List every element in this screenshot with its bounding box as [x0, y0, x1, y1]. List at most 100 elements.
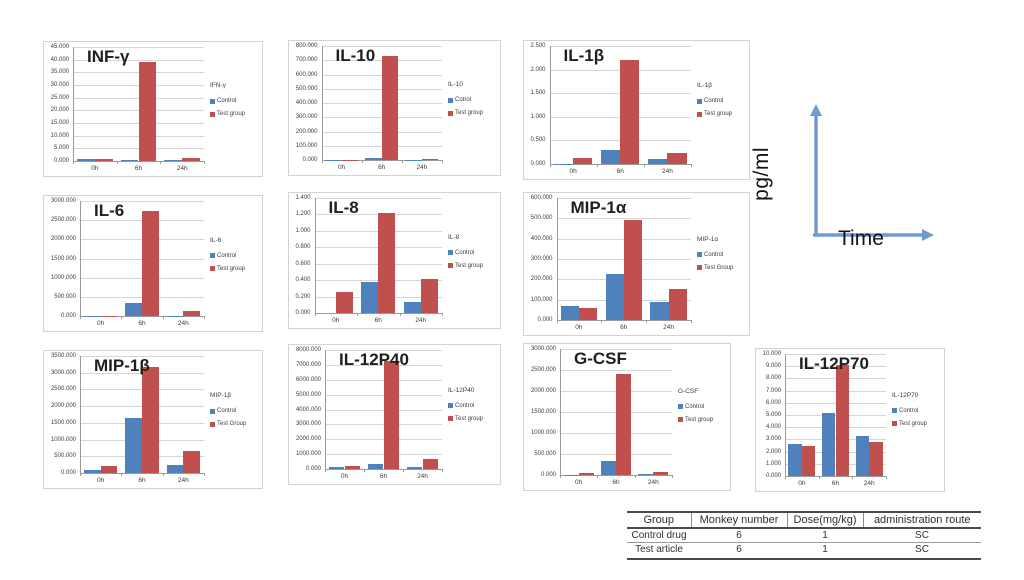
y-tick-label: 25.000 — [50, 94, 69, 101]
table-header-cell: Dose(mg/kg) — [786, 511, 863, 529]
y-axis-line — [549, 46, 551, 164]
bar-test-group — [653, 472, 669, 475]
y-tick-label: 3000.000 — [295, 421, 321, 428]
legend-item-test-group: Test group — [448, 263, 498, 269]
x-tick-mark — [596, 164, 598, 167]
bar-control — [855, 435, 870, 476]
axis-diagram-y-label: pg/ml — [750, 147, 773, 201]
table-cell: 6 — [736, 544, 742, 555]
bar-test-group — [620, 60, 640, 164]
bar-control — [77, 158, 95, 161]
legend-title: G-CSF — [678, 387, 699, 395]
x-tick-mark — [643, 164, 645, 167]
y-tick-label: 100.000 — [530, 296, 553, 303]
y-tick-label: 10.000 — [50, 132, 69, 139]
y-tick-label: 0.400 — [295, 277, 311, 284]
chart-title: IL-12P40 — [339, 350, 409, 369]
y-tick-label: 35.000 — [50, 69, 69, 76]
y-tick-label: 0.000 — [765, 473, 781, 479]
legend-item-label: Control — [217, 98, 237, 105]
x-tick-mark — [672, 475, 673, 478]
x-tick-label: 24h — [663, 324, 674, 331]
legend-item-test-group: Test group — [892, 421, 942, 427]
chart-panel-10: 10.000 9.000 8.000 7.000 6.000 5.000 4.000 3.00… — [755, 348, 945, 492]
x-tick-mark — [886, 476, 887, 479]
chart-panel-5: 1.400 1.200 1.000 0.800 0.600 0.400 0.200 0.000… — [288, 192, 501, 329]
x-tick-mark — [785, 476, 786, 479]
legend-swatch-test-group — [697, 111, 702, 117]
legend-item-label: Control — [704, 98, 724, 105]
x-tick-mark — [361, 160, 363, 163]
bar-control — [560, 305, 579, 320]
x-tick-label: 0h — [798, 480, 806, 487]
y-tick-label: 800.000 — [295, 43, 318, 49]
x-tick-label: 24h — [661, 168, 673, 175]
bar-test-group — [578, 473, 594, 475]
y-tick-label: 0.800 — [295, 244, 311, 251]
x-tick-mark — [73, 161, 74, 164]
bar-control — [367, 464, 384, 469]
x-tick-label: 6h — [134, 165, 143, 172]
bar-test-group — [182, 158, 200, 161]
x-tick-mark — [556, 320, 558, 323]
legend: G-CSF Control Test group — [678, 388, 728, 430]
bar-control — [365, 158, 382, 160]
legend: IL-1β Control Test group — [697, 82, 747, 124]
gridline — [560, 370, 672, 371]
y-tick-label: 2500.000 — [50, 386, 76, 393]
chart-title: IL-8 — [328, 198, 359, 217]
x-tick-mark — [162, 473, 164, 476]
axis-diagram-x-label: Time — [838, 227, 884, 250]
y-tick-label: 7.000 — [765, 387, 781, 394]
bar-test-group — [668, 289, 687, 320]
y-tick-label: 6000.000 — [295, 376, 321, 383]
legend-title: IL-1β — [697, 82, 712, 90]
bar-test-group — [801, 446, 816, 476]
y-tick-label: 4000.000 — [295, 406, 321, 413]
y-tick-label: 0.200 — [295, 293, 311, 300]
y-tick-label: 500.000 — [534, 451, 556, 457]
legend-item-label: Test group — [455, 262, 484, 269]
x-tick-label: 6h — [378, 164, 386, 171]
bar-control — [605, 273, 624, 320]
legend-item-label: Control — [704, 251, 724, 258]
y-tick-label: 0.000 — [540, 472, 556, 478]
chart-title: IL-12P70 — [799, 354, 869, 373]
legend-item-label: Test group — [217, 265, 246, 272]
bar-test-group — [573, 157, 593, 164]
y-tick-label: 600.000 — [530, 195, 553, 201]
legend-item-control: Control — [448, 250, 498, 256]
y-tick-label: 0.000 — [537, 317, 553, 323]
x-tick-mark — [160, 161, 162, 164]
chart-title: MIP-1β — [94, 356, 150, 375]
y-tick-label: 8.000 — [765, 375, 781, 382]
y-tick-label: 15.000 — [50, 120, 69, 126]
legend-title: IL-10 — [448, 81, 463, 89]
x-tick-label: 0h — [332, 317, 340, 324]
legend-swatch-test-group — [892, 421, 897, 427]
y-tick-label: 20.000 — [50, 107, 69, 114]
x-tick-mark — [601, 320, 603, 323]
legend-item-label: Test group — [455, 415, 484, 422]
y-tick-label: 400.000 — [295, 100, 318, 106]
y-tick-label: 600.000 — [295, 71, 318, 78]
legend-item-test-group: Test Group — [210, 421, 260, 427]
gridline — [73, 47, 204, 48]
y-tick-label: 1.200 — [295, 211, 311, 218]
x-axis-line — [785, 476, 886, 477]
y-tick-label: 6.000 — [765, 399, 781, 406]
bar-test-group — [667, 153, 687, 164]
legend: IFN-γ Control Test group — [210, 82, 260, 124]
legend-item-label: Test group — [704, 111, 733, 118]
y-tick-label: 500.000 — [54, 293, 76, 300]
bar-control — [638, 473, 654, 475]
chart-title: IL-1β — [563, 46, 605, 65]
legend: IL-6 Control Test group — [210, 237, 260, 279]
y-tick-label: 0.000 — [302, 157, 318, 163]
bar-control — [788, 444, 802, 476]
legend-swatch-control — [697, 252, 702, 258]
x-tick-mark — [80, 316, 81, 319]
table-row: Control drug 6 1 SC — [627, 528, 981, 543]
y-tick-label: 1.000 — [530, 113, 546, 120]
chart-title: G-CSF — [574, 349, 627, 368]
